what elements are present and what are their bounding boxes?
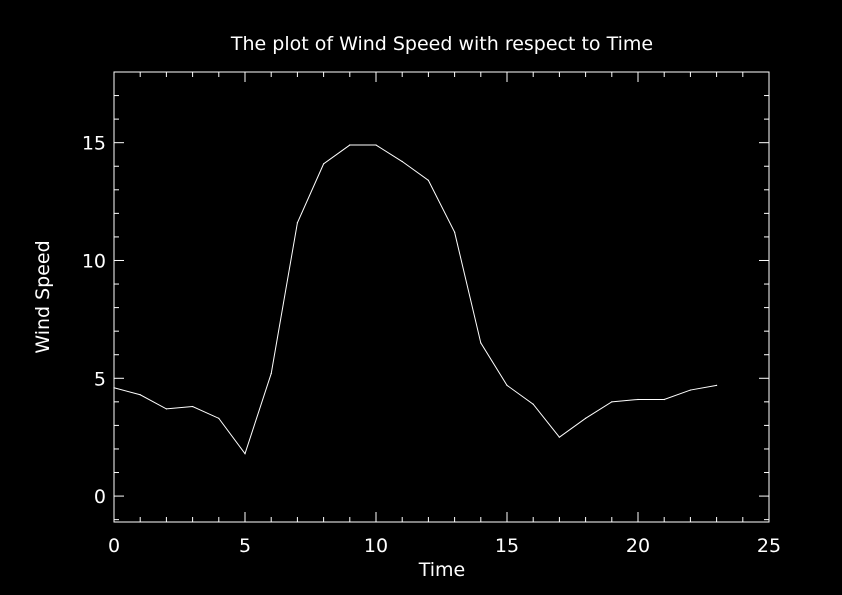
x-tick-label: 15	[495, 535, 519, 557]
x-tick-label: 10	[364, 535, 388, 557]
data-point	[270, 372, 272, 375]
tick-labels: 0 5 10 15 20 25 0 5 10 15	[82, 133, 781, 557]
data-point	[480, 342, 482, 344]
data-point	[716, 384, 718, 386]
data-point	[218, 417, 220, 419]
x-tick-label: 0	[108, 535, 120, 557]
data-point	[349, 144, 351, 146]
data-point	[375, 144, 377, 146]
data-point	[689, 389, 692, 391]
data-point	[532, 403, 534, 405]
data-point	[454, 231, 456, 233]
data-point	[139, 394, 141, 396]
y-tick-label: 10	[82, 250, 106, 272]
data-point	[192, 405, 194, 408]
x-axis-label: Time	[418, 559, 466, 581]
data-point	[296, 222, 298, 224]
data-point	[401, 160, 403, 163]
y-tick-label: 5	[94, 368, 106, 390]
data-point	[113, 387, 115, 389]
data-point	[427, 179, 429, 181]
y-tick-label: 15	[82, 133, 106, 155]
axis-ticks	[113, 72, 770, 522]
data-point	[323, 163, 325, 165]
data-point	[611, 401, 613, 403]
data-point	[558, 436, 561, 438]
data-point	[585, 417, 587, 419]
data-point	[165, 408, 167, 410]
data-points	[113, 144, 718, 455]
x-tick-label: 25	[757, 535, 781, 557]
plot-frame	[113, 71, 770, 523]
y-tick-label: 0	[94, 486, 106, 508]
data-point	[506, 384, 508, 386]
data-point	[637, 398, 639, 401]
chart-title: The plot of Wind Speed with respect to T…	[230, 33, 653, 55]
series-line-wind-speed	[113, 144, 717, 455]
data-point	[663, 398, 665, 401]
x-tick-label: 5	[239, 535, 251, 557]
y-axis-label: Wind Speed	[32, 240, 54, 353]
data-point	[244, 453, 246, 455]
x-tick-label: 20	[626, 535, 650, 557]
